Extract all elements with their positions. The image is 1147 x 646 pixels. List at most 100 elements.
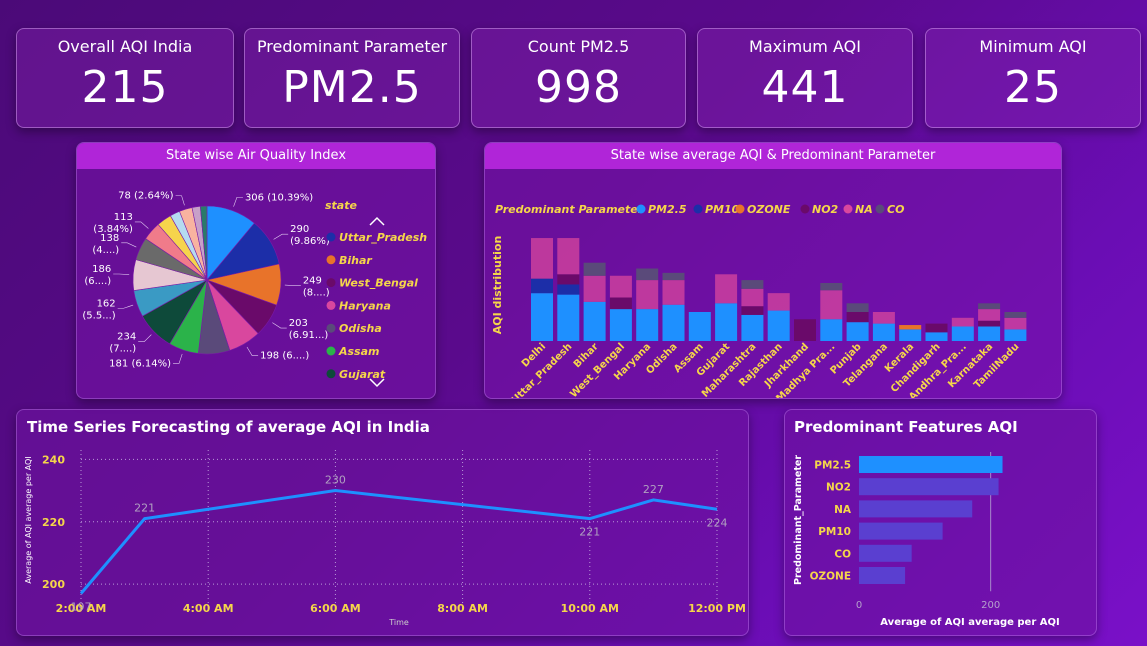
bar-segment <box>583 275 606 302</box>
pie-legend-marker <box>326 323 336 333</box>
pie-legend-title: state <box>325 199 357 212</box>
bar-segment <box>978 326 1001 341</box>
hbar-bar <box>859 500 973 518</box>
bar-segment <box>609 297 632 310</box>
kpi-value: 215 <box>81 62 169 113</box>
hbar-category-label: PM10 <box>818 526 851 538</box>
pie-slice <box>199 205 208 281</box>
bar-segment <box>1004 312 1027 318</box>
bar-segment <box>1004 329 1027 341</box>
bar-segment <box>978 320 1001 327</box>
bar-segment <box>583 262 606 276</box>
stacked-bar-panel: State wise average AQI & Predominant Par… <box>484 142 1062 399</box>
hbar-category-label: NO2 <box>826 482 851 494</box>
bar-segment <box>767 310 790 341</box>
pie-chart-title: State wise Air Quality Index <box>77 143 435 169</box>
hbar-chart-title: Predominant Features AQI <box>794 418 1018 436</box>
pie-data-label: 198 (6....) <box>260 351 309 362</box>
bar-segment <box>741 306 764 315</box>
kpi-label: Count PM2.5 <box>527 37 630 56</box>
bar-legend-label: NA <box>855 203 873 216</box>
pie-data-label: 290 (9.86%) <box>290 224 330 247</box>
horizontal-bar-chart[interactable]: Predominant Features AQI PM2.5 NO2 NA PM10 CO… <box>785 410 1096 635</box>
hbar-category-label: NA <box>834 504 852 516</box>
line-y-tick-label: 240 <box>42 453 65 466</box>
pie-leader-line <box>272 322 287 329</box>
bar-segment <box>741 288 764 307</box>
line-chart-panel: Time Series Forecasting of average AQI i… <box>16 409 749 636</box>
bar-legend-marker <box>800 204 810 214</box>
pie-legend-label: Assam <box>338 345 380 358</box>
kpi-count-pm25: Count PM2.5 998 <box>471 28 686 128</box>
bar-segment <box>557 274 580 285</box>
bar-legend-label: PM2.5 <box>648 203 687 216</box>
kpi-value: 25 <box>1004 62 1062 113</box>
kpi-value: PM2.5 <box>282 62 422 113</box>
kpi-label: Minimum AQI <box>979 37 1087 56</box>
bar-legend-marker <box>636 204 646 214</box>
pie-leader-line <box>284 284 301 286</box>
pie-legend-marker <box>326 232 336 242</box>
line-x-tick-label: 4:00 AM <box>183 602 234 615</box>
pie-legend-label: Odisha <box>339 322 382 335</box>
bar-segment <box>557 284 580 295</box>
pie-legend-label: West_Bengal <box>339 277 418 290</box>
bar-segment <box>820 290 843 320</box>
line-x-tick-label: 6:00 AM <box>310 602 361 615</box>
hbar-bar <box>859 522 943 540</box>
pie-legend-marker <box>326 300 336 310</box>
bar-legend-marker <box>735 204 745 214</box>
line-point-label: 227 <box>643 483 664 496</box>
line-y-axis-label: Average of AQI average per AQI <box>24 456 33 583</box>
pie-leader-line <box>173 353 183 364</box>
kpi-label: Predominant Parameter <box>256 37 448 56</box>
legend-scroll-down-icon <box>369 378 385 388</box>
kpi-label: Maximum AQI <box>749 37 861 56</box>
line-x-tick-label: 10:00 AM <box>561 602 619 615</box>
hbar-x-tick-label: 0 <box>856 600 862 611</box>
pie-chart[interactable]: 306 (10.39%) 290 (9.86%) 249 (8....) 203 (6.91… <box>77 169 435 398</box>
pie-data-label: 138 (4....) <box>92 233 119 256</box>
stacked-bar-chart[interactable]: Predominant Parameter PM2.5 PM10 OZONE NO2 NA… <box>485 169 1061 398</box>
kpi-value: 441 <box>761 62 849 113</box>
pie-data-label: 234 (7....) <box>109 332 136 355</box>
line-x-tick-label: 12:00 PM <box>688 602 746 615</box>
pie-legend-marker <box>326 346 336 356</box>
pie-leader-line <box>113 273 130 275</box>
line-chart[interactable]: Time Series Forecasting of average AQI i… <box>17 410 748 635</box>
bar-legend-marker <box>875 204 885 214</box>
bar-segment <box>636 309 659 341</box>
bar-legend-title: Predominant Parameter <box>495 203 644 216</box>
hbar-x-axis-label: Average of AQI average per AQI <box>880 617 1059 628</box>
pie-legend-label: Haryana <box>339 299 391 312</box>
line-y-tick-label: 220 <box>42 516 65 529</box>
hbar-category-label: OZONE <box>810 571 851 583</box>
pie-leader-line <box>134 221 149 229</box>
pie-leader-line <box>121 242 137 248</box>
pie-leader-line <box>175 195 185 206</box>
bar-segment <box>583 301 606 341</box>
pie-legend-label: Uttar_Pradesh <box>339 231 427 244</box>
bar-segment <box>531 238 553 279</box>
kpi-maximum-aqi: Maximum AQI 441 <box>697 28 913 128</box>
legend-scroll-up-icon <box>369 216 385 226</box>
bar-legend-label: CO <box>887 203 904 216</box>
bar-segment <box>557 238 580 275</box>
pie-data-label: 162 (5.5...) <box>82 298 115 321</box>
bar-segment <box>741 280 764 289</box>
bar-segment <box>609 275 632 298</box>
bar-segment <box>951 317 974 327</box>
pie-data-label: 113 (3.84%) <box>93 212 133 235</box>
bar-segment <box>688 312 711 341</box>
bar-segment <box>872 312 895 324</box>
bar-segment <box>899 329 922 341</box>
pie-data-label: 306 (10.39%) <box>245 192 313 203</box>
bar-segment <box>951 326 974 341</box>
hbar-category-label: PM2.5 <box>814 460 851 472</box>
bar-segment <box>794 319 816 341</box>
line-x-tick-label: 8:00 AM <box>437 602 488 615</box>
kpi-minimum-aqi: Minimum AQI 25 <box>925 28 1141 128</box>
line-point-label: 221 <box>134 502 155 515</box>
hbar-bar <box>859 478 999 496</box>
bar-segment <box>662 272 685 281</box>
